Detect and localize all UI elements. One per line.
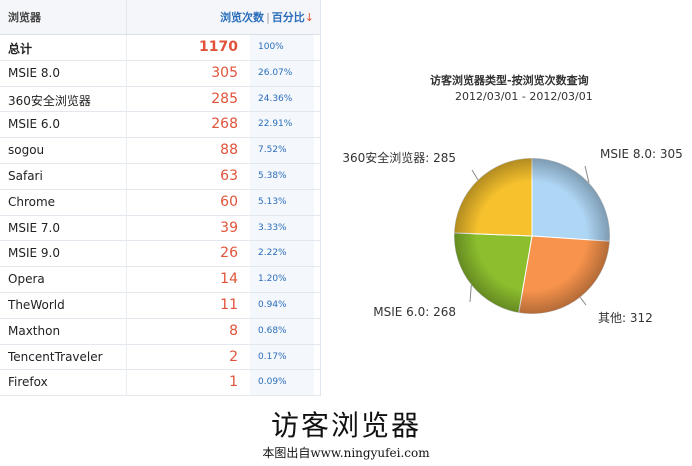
browser-name: TheWorld: [8, 297, 65, 312]
browser-name: MSIE 9.0: [8, 246, 60, 261]
column-divider: [126, 318, 127, 344]
percent-value: 5.13%: [250, 189, 314, 215]
column-divider: [126, 0, 127, 34]
slice-connector: [584, 165, 590, 183]
credit-line: 本图出自www.ningyufei.com: [262, 446, 430, 460]
percent-value: 22.91%: [250, 112, 314, 138]
visit-count: 88: [220, 142, 238, 159]
slice-connector: [469, 284, 472, 303]
browser-name: Chrome: [8, 194, 56, 209]
table-row: 360安全浏览器 285 24.36%: [0, 86, 320, 113]
percent-value: 5.38%: [250, 163, 314, 189]
percent-value: 0.09%: [250, 370, 314, 396]
column-divider: [126, 215, 127, 241]
slice-label: MSIE 6.0: 268: [373, 305, 456, 319]
column-divider: [126, 267, 127, 292]
browser-name: 总计: [8, 42, 33, 56]
table-row: Firefox 1 0.09%: [0, 370, 320, 397]
visit-count: 26: [220, 245, 238, 262]
header-browser: 浏览器: [8, 11, 41, 24]
column-divider: [126, 189, 127, 215]
table-row: sogou 88 7.52%: [0, 138, 320, 164]
slice-label: 360安全浏览器: 285: [342, 150, 456, 165]
percent-value: 100%: [250, 35, 314, 60]
visit-count: 1170: [199, 39, 238, 55]
total-row: 总计 1170 100%: [0, 35, 320, 61]
browser-stats-table: 浏览器 浏览次数 | 百分比↓ 总计 1170 100% MSIE 8.0 305 26.07…: [0, 0, 321, 397]
column-divider: [126, 344, 127, 370]
table-row: Chrome 60 5.13%: [0, 189, 320, 216]
column-divider: [126, 292, 127, 318]
browser-name: TencentTraveler: [8, 349, 103, 364]
visit-count: 39: [220, 219, 238, 236]
pie-shading: [454, 158, 610, 314]
column-divider: [126, 138, 127, 163]
slice-connector: [471, 169, 479, 181]
percent-value: 1.20%: [250, 267, 314, 292]
percent-value: 0.94%: [250, 292, 314, 318]
table-row: MSIE 7.0 39 3.33%: [0, 215, 320, 242]
table-row: MSIE 8.0 305 26.07%: [0, 60, 320, 87]
table-row: TencentTraveler 2 0.17%: [0, 344, 320, 371]
browser-name: Firefox: [8, 375, 48, 390]
table-row: MSIE 9.0 26 2.22%: [0, 241, 320, 268]
percent-value: 0.17%: [250, 344, 314, 370]
sort-by-visits-link[interactable]: 浏览次数: [220, 11, 265, 24]
percent-value: 7.52%: [250, 138, 314, 163]
visit-count: 63: [220, 167, 238, 184]
percent-value: 26.07%: [250, 60, 314, 86]
browser-name: MSIE 8.0: [8, 65, 60, 80]
table-row: TheWorld 11 0.94%: [0, 292, 320, 319]
percent-value: 2.22%: [250, 241, 314, 267]
chart-subtitle: 2012/03/01 - 2012/03/01: [455, 90, 593, 103]
table-row: MSIE 6.0 268 22.91%: [0, 112, 320, 139]
percent-value: 3.33%: [250, 215, 314, 241]
column-divider: [126, 112, 127, 138]
visit-count: 2: [229, 348, 238, 365]
visit-count: 14: [220, 271, 238, 288]
browser-name: MSIE 6.0: [8, 117, 60, 132]
caption: 访客浏览器: [270, 409, 421, 442]
table-row: Safari 63 5.38%: [0, 163, 320, 190]
browser-name: MSIE 7.0: [8, 220, 60, 235]
table-row: Opera 14 1.20%: [0, 267, 320, 293]
browser-name: Maxthon: [8, 323, 61, 338]
visit-count: 8: [229, 322, 238, 339]
percent-value: 24.36%: [250, 86, 314, 112]
column-divider: [126, 35, 127, 60]
sort-header: 浏览次数 | 百分比↓: [220, 9, 314, 25]
percent-value: 0.68%: [250, 318, 314, 344]
header-divider: |: [266, 11, 270, 24]
column-divider: [126, 60, 127, 86]
table-body: 总计 1170 100% MSIE 8.0 305 26.07% 360安全浏览器 285 24…: [0, 35, 320, 397]
visit-count: 285: [211, 90, 238, 107]
visit-count: 11: [220, 296, 238, 313]
slice-label: MSIE 8.0: 305: [600, 147, 683, 161]
table-header: 浏览器 浏览次数 | 百分比↓: [0, 0, 320, 35]
visit-count: 1: [229, 374, 238, 391]
visit-count: 268: [211, 116, 238, 133]
sort-arrow-icon[interactable]: ↓: [304, 11, 314, 24]
visit-count: 60: [220, 193, 238, 210]
visit-count: 305: [211, 64, 238, 81]
slice-connector: [579, 297, 587, 306]
browser-name: Opera: [8, 272, 45, 287]
column-divider: [126, 370, 127, 396]
slice-label: 其他: 312: [598, 311, 653, 325]
sort-by-percent-link[interactable]: 百分比: [271, 11, 305, 24]
browser-name: sogou: [8, 143, 45, 158]
chart-title: 访客浏览器类型-按浏览次数查询: [430, 74, 589, 87]
column-divider: [126, 241, 127, 267]
column-divider: [126, 86, 127, 112]
table-row: Maxthon 8 0.68%: [0, 318, 320, 345]
column-divider: [126, 163, 127, 189]
browser-name: Safari: [8, 168, 43, 183]
browser-name: 360安全浏览器: [8, 93, 91, 108]
